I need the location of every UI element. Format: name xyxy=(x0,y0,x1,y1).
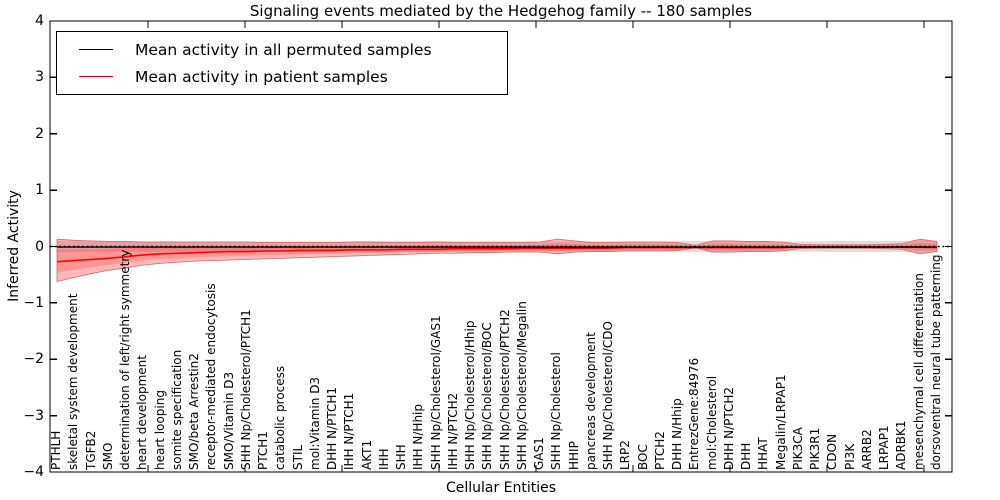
x-tick-label: SMO/Vitamin D3 xyxy=(221,371,236,470)
x-tick-label: ARRB2 xyxy=(859,429,874,470)
x-tick-label: catabolic process xyxy=(273,365,288,470)
y-tick-label: −3 xyxy=(23,407,44,424)
x-tick-label: IHH N/PTCH1 xyxy=(342,392,357,470)
chart-title: Signaling events mediated by the Hedgeho… xyxy=(249,2,753,20)
x-tick-label: skeletal system development xyxy=(66,293,81,470)
x-tick-label: mesenchymal cell differentiation xyxy=(911,273,926,470)
x-tick-label: STIL xyxy=(290,444,305,470)
x-tick-label: PI3K xyxy=(842,443,857,470)
x-tick-label: PTCH2 xyxy=(652,431,667,470)
x-tick-label: SHH xyxy=(394,444,409,470)
x-tick-label: DHH N/Hhip xyxy=(670,398,685,470)
y-tick-label: 3 xyxy=(35,69,44,86)
y-tick-label: −1 xyxy=(23,294,44,311)
x-tick-label: PIK3CA xyxy=(790,427,805,470)
x-tick-label: HHAT xyxy=(756,437,771,470)
x-tick-label: Megalin/LRPAP1 xyxy=(773,374,788,470)
x-tick-label: BOC xyxy=(635,444,650,470)
x-tick-label: LRP2 xyxy=(618,440,633,470)
legend: Mean activity in all permuted samples Me… xyxy=(56,31,508,95)
x-tick-label: heart looping xyxy=(152,390,167,470)
y-tick-label: 4 xyxy=(35,13,44,29)
patient-range-band-inner xyxy=(57,242,937,273)
x-tick-label: GAS1 xyxy=(532,437,547,470)
y-tick-label: −4 xyxy=(23,464,44,480)
x-tick-label: HHIP xyxy=(566,441,581,470)
x-tick-label: SMO/beta Arrestin2 xyxy=(187,353,202,470)
legend-label-patient: Mean activity in patient samples xyxy=(135,67,388,86)
legend-label-permuted: Mean activity in all permuted samples xyxy=(135,40,432,59)
x-tick-label: SHH Np/Cholesterol/PTCH2 xyxy=(497,309,512,470)
x-tick-label: mol:Cholesterol xyxy=(704,375,719,470)
x-tick-label: SHH Np/Cholesterol/Megalin xyxy=(514,301,529,470)
x-tick-label: SMO xyxy=(100,442,115,470)
legend-line-sample-red xyxy=(79,76,113,77)
x-tick-label: IHH N/Hhip xyxy=(411,404,426,470)
x-tick-label: SHH Np/Cholesterol xyxy=(549,352,564,470)
x-tick-label: PTCH1 xyxy=(256,431,271,470)
x-tick-label: LRPAP1 xyxy=(877,425,892,470)
y-tick-label: 2 xyxy=(35,125,44,142)
legend-entry-patient: Mean activity in patient samples xyxy=(57,64,507,90)
legend-line-sample-black xyxy=(79,49,113,50)
x-tick-label: EntrezGene:84976 xyxy=(687,357,702,470)
x-tick-label: PIK3R1 xyxy=(808,427,823,470)
x-tick-label: DHH xyxy=(739,442,754,470)
x-tick-label: AKT1 xyxy=(359,439,374,470)
x-tick-label: SHH Np/Cholesterol/CDO xyxy=(601,321,616,470)
x-tick-label: determination of left/right symmetry xyxy=(118,249,133,470)
x-tick-label: CDON xyxy=(825,433,840,470)
x-tick-label: pancreas development xyxy=(583,332,598,470)
y-tick-label: 0 xyxy=(35,238,44,255)
x-tick-label: IHH xyxy=(376,448,391,470)
x-axis-label: Cellular Entities xyxy=(445,480,557,496)
x-tick-label: ADRBK1 xyxy=(894,420,909,470)
x-tick-label: PTHLH xyxy=(49,430,63,470)
x-tick-label: dorsoventral neural tube patterning xyxy=(929,254,943,470)
y-tick-label: −2 xyxy=(23,351,44,368)
legend-entry-permuted: Mean activity in all permuted samples xyxy=(57,37,507,63)
x-tick-label: SHH Np/Cholesterol/GAS1 xyxy=(428,315,443,470)
x-tick-label: SHH Np/Cholesterol/BOC xyxy=(480,322,495,470)
x-tick-label: SHH Np/Cholesterol/PTCH1 xyxy=(238,309,253,470)
y-tick-label: 1 xyxy=(35,182,44,199)
x-tick-label: IHH N/PTCH2 xyxy=(445,392,460,470)
x-tick-label: TGFB2 xyxy=(83,430,98,470)
patient-range-band xyxy=(56,238,938,282)
x-tick-label: SHH Np/Cholesterol/Hhip xyxy=(463,320,478,470)
x-tick-label: DHH N/PTCH2 xyxy=(721,386,736,470)
x-tick-label: DHH N/PTCH1 xyxy=(325,386,340,470)
x-tick-label: mol:Vitamin D3 xyxy=(307,376,322,470)
x-tick-label: somite specification xyxy=(169,349,184,470)
x-tick-label: receptor-mediated endocytosis xyxy=(204,283,219,470)
x-tick-label: heart development xyxy=(135,355,150,470)
